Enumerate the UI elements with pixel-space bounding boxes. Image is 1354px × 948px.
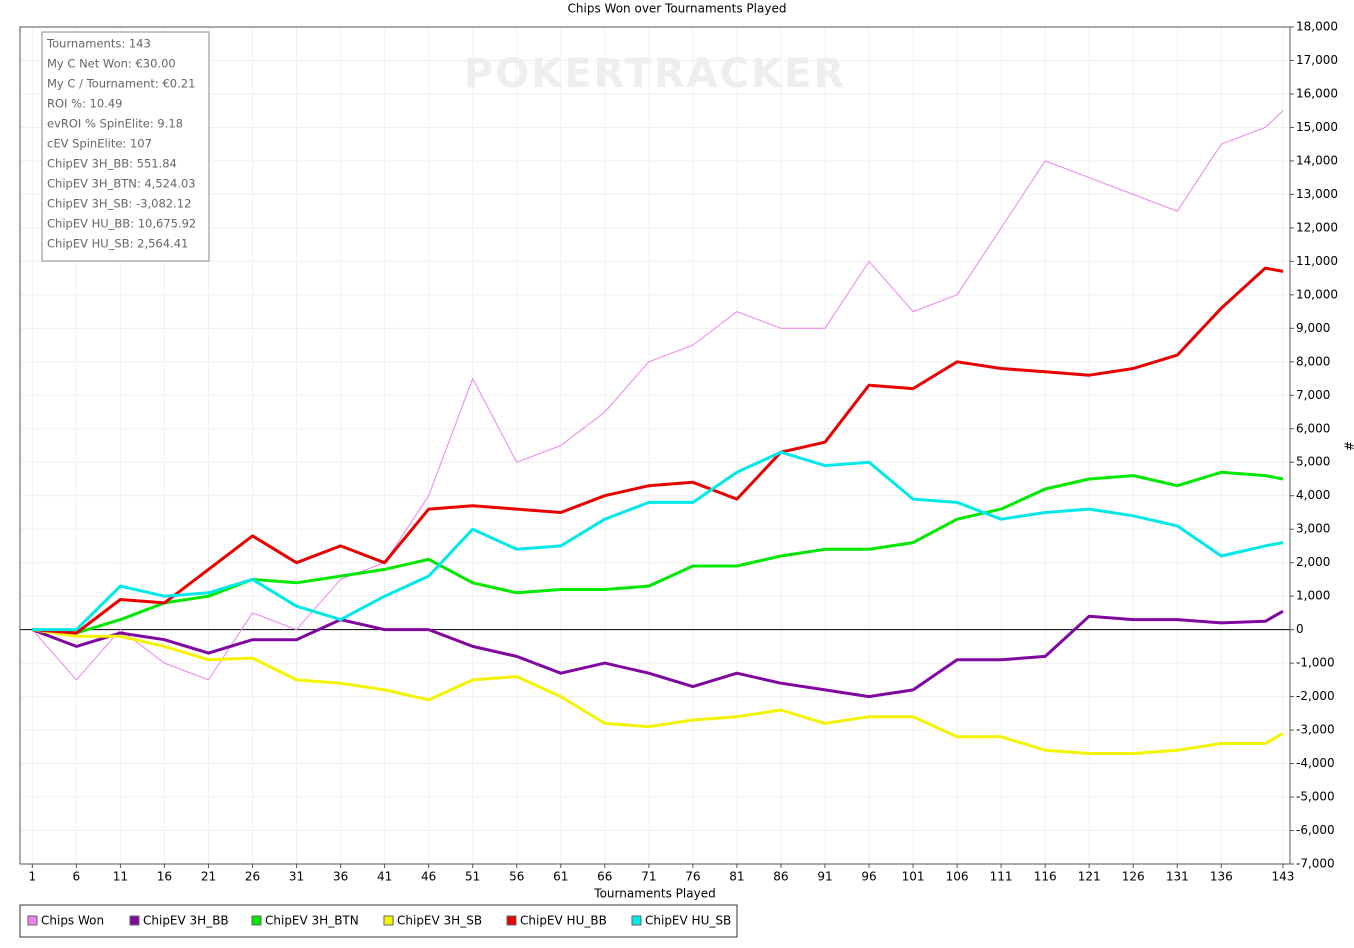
legend-swatch — [631, 915, 642, 926]
y-tick-label: 7,000 — [1296, 388, 1330, 402]
stat-line: cEV SpinElite: 107 — [47, 137, 152, 151]
series-line — [32, 628, 1284, 755]
y-tick-label: 4,000 — [1296, 488, 1330, 502]
y-tick-label: 16,000 — [1296, 86, 1338, 100]
x-tick-label: 71 — [641, 870, 656, 884]
legend-label: ChipEV 3H_SB — [397, 914, 482, 928]
x-tick-label: 26 — [245, 870, 260, 884]
x-tick-label: 131 — [1166, 870, 1189, 884]
y-tick-label: 0 — [1296, 622, 1304, 636]
x-tick-label: 51 — [465, 870, 480, 884]
y-tick-label: -2,000 — [1296, 689, 1335, 703]
x-tick-label: 136 — [1210, 870, 1233, 884]
y-tick-label: 11,000 — [1296, 254, 1338, 268]
stat-line: ChipEV 3H_SB: -3,082.12 — [47, 197, 191, 211]
y-tick-label: 12,000 — [1296, 220, 1338, 234]
x-tick-label: 1 — [29, 870, 37, 884]
legend-box — [19, 904, 738, 938]
x-tick-label: 76 — [685, 870, 700, 884]
y-tick-label: -5,000 — [1296, 790, 1335, 804]
y-tick-label: 9,000 — [1296, 321, 1330, 335]
y-tick-label: -4,000 — [1296, 756, 1335, 770]
legend-swatch — [27, 915, 38, 926]
x-tick-label: 11 — [113, 870, 128, 884]
stat-line: Tournaments: 143 — [46, 37, 151, 51]
x-tick-label: 111 — [990, 870, 1013, 884]
x-tick-label: 21 — [201, 870, 216, 884]
y-tick-label: 5,000 — [1296, 455, 1330, 469]
legend-swatch — [506, 915, 517, 926]
y-tick-label: 13,000 — [1296, 187, 1338, 201]
y-tick-label: 15,000 — [1296, 120, 1338, 134]
x-tick-label: 126 — [1122, 870, 1145, 884]
x-tick-label: 116 — [1034, 870, 1057, 884]
x-tick-label: 101 — [902, 870, 925, 884]
x-tick-label: 143 — [1272, 870, 1295, 884]
y-tick-label: 6,000 — [1296, 421, 1330, 435]
y-tick-label: 8,000 — [1296, 354, 1330, 368]
grid — [20, 26, 1290, 865]
stat-line: ChipEV HU_SB: 2,564.41 — [47, 237, 188, 251]
y-tick-label: 3,000 — [1296, 522, 1330, 536]
y-tick-label: -6,000 — [1296, 823, 1335, 837]
y-tick-label: -3,000 — [1296, 723, 1335, 737]
stat-line: ChipEV HU_BB: 10,675.92 — [47, 217, 196, 231]
legend-swatch — [251, 915, 262, 926]
legend-label: ChipEV HU_SB — [645, 914, 731, 928]
y-axis-title: # — [1342, 441, 1354, 451]
plot-area — [20, 110, 1290, 755]
series-line — [32, 450, 1284, 632]
stat-line: My C / Tournament: €0.21 — [47, 77, 195, 91]
y-tick-label: 18,000 — [1296, 20, 1338, 34]
x-tick-label: 16 — [157, 870, 172, 884]
x-tick-label: 66 — [597, 870, 612, 884]
y-tick-label: 1,000 — [1296, 589, 1330, 603]
series-line — [32, 266, 1284, 635]
stats: Tournaments: 143 My C Net Won: €30.00 My C… — [46, 37, 196, 251]
x-axis-title: Tournaments Played — [593, 887, 715, 901]
series-line — [31, 110, 1284, 681]
stat-line: ChipEV 3H_BTN: 4,524.03 — [47, 177, 196, 191]
x-tick-label: 121 — [1078, 870, 1101, 884]
y-tick-label: 17,000 — [1296, 53, 1338, 67]
x-tick-label: 41 — [377, 870, 392, 884]
x-tick-label: 106 — [946, 870, 969, 884]
y-tick-label: -7,000 — [1296, 857, 1335, 871]
legend-swatch — [129, 915, 140, 926]
watermark: POKERTRACKER — [464, 51, 846, 97]
x-tick-label: 36 — [333, 870, 348, 884]
stat-line: My C Net Won: €30.00 — [47, 57, 176, 71]
x-tick-label: 91 — [817, 870, 832, 884]
legend-label: ChipEV 3H_BB — [143, 914, 229, 928]
x-tick-label: 31 — [289, 870, 304, 884]
y-tick-label: 14,000 — [1296, 153, 1338, 167]
legend-label: ChipEV HU_BB — [520, 914, 607, 928]
legend-label: ChipEV 3H_BTN — [265, 914, 359, 928]
plot-frame — [19, 26, 1291, 865]
x-tick-label: 86 — [773, 870, 788, 884]
stats-box — [41, 31, 210, 262]
legend-swatch — [383, 915, 394, 926]
chart-title: Chips Won over Tournaments Played — [568, 2, 787, 16]
legend: Chips Won ChipEV 3H_BB ChipEV 3H_BTN ChipEV… — [27, 914, 731, 928]
stat-line: evROI % SpinElite: 9.18 — [47, 117, 183, 131]
x-tick-label: 46 — [421, 870, 436, 884]
y-tick-label: -1,000 — [1296, 656, 1335, 670]
x-tick-label: 61 — [553, 870, 568, 884]
y-tick-label: 10,000 — [1296, 287, 1338, 301]
legend-label: Chips Won — [41, 914, 104, 928]
series-line — [31, 609, 1284, 699]
stat-line: ROI %: 10.49 — [47, 97, 122, 111]
stat-line: ChipEV 3H_BB: 551.84 — [47, 157, 177, 171]
x-tick-label: 96 — [861, 870, 876, 884]
x-tick-label: 6 — [73, 870, 81, 884]
x-tick-label: 81 — [729, 870, 744, 884]
y-tick-label: 2,000 — [1296, 555, 1330, 569]
x-tick-label: 56 — [509, 870, 524, 884]
